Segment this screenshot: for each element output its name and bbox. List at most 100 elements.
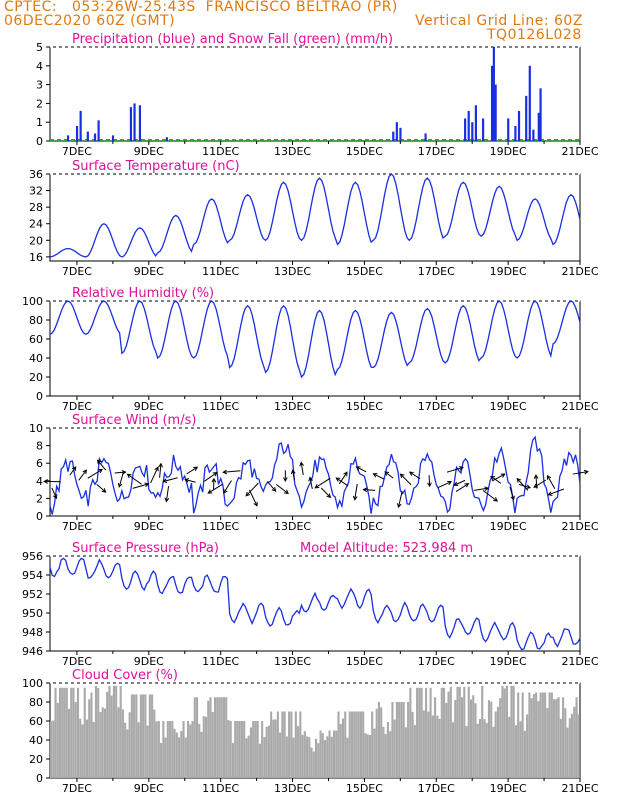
x-tick-label: 11DEC — [202, 265, 239, 278]
precip-bar — [93, 133, 97, 141]
cloud-bar — [306, 736, 309, 778]
x-tick-label: 21DEC — [561, 782, 598, 795]
wind-arrowhead — [314, 484, 320, 489]
x-tick-label: 13DEC — [274, 520, 311, 533]
cloud-bar — [389, 731, 392, 778]
wind-arrow — [314, 477, 331, 489]
wind-arrowhead — [427, 482, 432, 488]
cloud-bar — [577, 714, 580, 778]
x-tick-label: 13DEC — [274, 265, 311, 278]
wind-arrow — [400, 473, 412, 486]
cloud-bar — [56, 702, 59, 778]
y-tick-label: 0 — [36, 772, 43, 785]
cloud-bar — [117, 707, 120, 778]
cloud-bar — [294, 711, 297, 778]
panel-title: Cloud Cover (%) — [72, 668, 178, 683]
cloud-bar — [97, 687, 100, 778]
wind-arrow — [150, 467, 159, 484]
cloud-bar — [485, 723, 488, 778]
x-tick-label: 17DEC — [418, 782, 455, 795]
cloud-bar — [274, 719, 277, 778]
cloud-bar — [180, 730, 183, 778]
cloud-bar — [283, 711, 286, 778]
cloud-bar — [526, 714, 529, 778]
cloud-bar — [101, 707, 104, 778]
cloud-bar — [209, 697, 212, 778]
data-line — [49, 300, 581, 379]
precip-bar — [75, 125, 79, 141]
cloud-bar — [523, 730, 526, 778]
x-tick-label: 7DEC — [62, 655, 92, 668]
y-tick-label: 0 — [36, 510, 43, 523]
wind-arrowhead — [211, 477, 217, 483]
wind-arrow — [165, 485, 170, 502]
cloud-bar — [472, 695, 475, 778]
cloud-bar — [492, 726, 495, 778]
wind-arrow — [338, 471, 348, 485]
cloud-bar — [328, 730, 331, 778]
panel-title: Precipitation (blue) and Snow Fall (gree… — [72, 32, 393, 47]
cloud-bar — [317, 743, 320, 778]
precip-bar — [539, 88, 542, 141]
wind-arrowhead — [352, 495, 358, 501]
cloud-bar — [528, 692, 531, 778]
cloud-bar — [530, 698, 533, 778]
cloud-bar — [65, 687, 68, 778]
wind-arrowhead — [533, 474, 539, 479]
wind-arrowhead — [299, 461, 304, 467]
cloud-bar — [67, 708, 71, 778]
cloud-bar — [207, 700, 210, 778]
cloud-bar — [90, 692, 93, 778]
wind-arrowhead — [533, 483, 539, 488]
wind-arrowhead — [282, 477, 288, 482]
x-tick-label: 19DEC — [490, 145, 527, 158]
wind-arrow — [336, 477, 349, 487]
cloud-bar — [573, 706, 576, 778]
cloud-bar — [427, 711, 430, 778]
cloud-bar — [110, 695, 113, 778]
precip-bar — [494, 84, 497, 141]
precip-bar — [66, 135, 70, 141]
cloud-bar — [299, 711, 302, 778]
cloud-bar — [514, 725, 517, 778]
y-tick-label: 2 — [36, 492, 43, 505]
cloud-bar — [476, 723, 479, 778]
wind-arrowhead — [453, 481, 459, 487]
wind-arrow — [320, 487, 331, 498]
cloud-bar — [553, 699, 556, 778]
y-tick-label: 16 — [29, 251, 43, 264]
x-tick-label: 9DEC — [134, 400, 164, 413]
wind-arrowhead — [464, 483, 470, 488]
precip-bar — [464, 118, 467, 141]
y-tick-label: 0 — [36, 135, 43, 148]
wind-arrowhead — [516, 477, 522, 483]
x-tick-label: 21DEC — [561, 265, 598, 278]
wind-arrowhead — [222, 469, 228, 475]
wind-arrow — [207, 483, 223, 494]
cloud-bar — [252, 721, 255, 778]
wind-arrow — [373, 473, 385, 480]
cloud-bar — [512, 685, 515, 778]
wind-arrowhead — [184, 478, 190, 483]
cloud-bar — [144, 694, 147, 778]
wind-arrow — [398, 491, 403, 508]
y-tick-label: 950 — [22, 607, 43, 620]
cloud-bar — [550, 692, 553, 778]
precip-bar — [111, 135, 115, 141]
cloud-bar — [510, 685, 513, 778]
cloud-bar — [431, 715, 434, 778]
cloud-bar — [267, 725, 270, 778]
wind-arrowhead — [308, 476, 313, 482]
cloud-bar — [137, 722, 140, 778]
cloud-bar — [348, 711, 351, 778]
y-tick-label: 0 — [36, 390, 43, 403]
wind-arrowhead — [43, 479, 48, 484]
cloud-bar — [130, 694, 133, 778]
cloud-bar — [346, 737, 349, 778]
y-tick-label: 60 — [29, 333, 43, 346]
x-tick-label: 9DEC — [134, 782, 164, 795]
cloud-bar — [216, 697, 219, 778]
cloud-bar — [375, 708, 378, 778]
cloud-bar — [335, 730, 338, 778]
wind-arrowhead — [500, 473, 506, 478]
